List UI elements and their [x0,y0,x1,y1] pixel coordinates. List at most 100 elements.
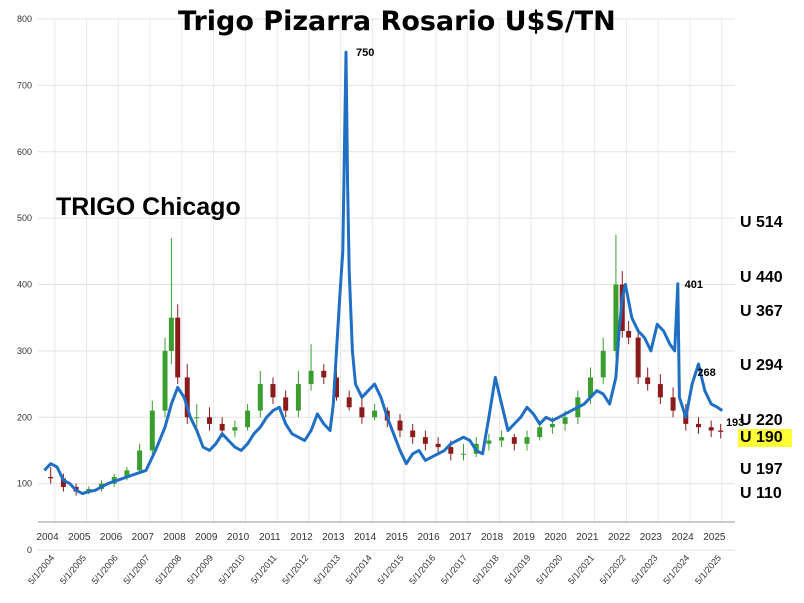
candle-body [162,350,168,411]
date-label: 5/1/2011 [249,553,279,586]
candle-body [410,430,416,438]
chart-title: Trigo Pizarra Rosario U$S/TN [178,6,616,37]
candle-body [708,427,714,431]
candle-body [149,410,155,451]
candle-body [168,317,174,351]
candle-body [124,470,130,477]
candle-body [372,410,378,418]
date-label: 5/1/2021 [566,553,596,586]
date-label: 5/1/2007 [121,553,151,586]
year-label: 2006 [100,532,123,543]
candle-body [448,447,454,454]
candle-body [670,397,676,411]
date-label: 5/1/2006 [90,553,120,586]
candle-body [308,370,314,385]
candle-body [435,443,441,448]
right-price-label: U 294 [740,357,783,374]
date-label: 5/1/2013 [312,553,342,586]
candle-body [695,423,701,428]
year-label: 2008 [163,532,186,543]
year-label: 2016 [417,532,440,543]
candle-body [486,440,492,444]
date-label: 5/1/2005 [58,553,88,586]
candle-body [657,384,663,398]
date-label: 5/1/2009 [185,553,215,586]
date-label: 5/1/2012 [280,553,310,586]
candle-body [333,377,339,398]
date-label: 5/1/2015 [375,553,405,586]
price-highlight [738,429,792,447]
right-price-label: U 190 [740,429,783,446]
chart-subtitle: TRIGO Chicago [56,193,241,221]
candle-body [562,417,568,424]
year-label: 2010 [227,532,250,543]
date-label: 5/1/2008 [153,553,183,586]
data-annotation: 268 [697,367,715,379]
year-label: 2017 [449,532,472,543]
candle-body [321,370,327,378]
candle-body [232,427,238,431]
year-label: 2020 [544,532,567,543]
data-annotation: 401 [685,279,703,291]
candle-body [537,427,543,438]
candle-body [184,377,190,418]
right-price-label: U 197 [740,461,783,478]
year-label: 2011 [259,532,281,543]
right-price-label: U 220 [740,412,783,429]
right-price-label: U 514 [740,214,783,231]
date-label: 5/1/2023 [629,553,659,586]
candle-body [422,437,428,444]
candle-body [613,284,619,351]
year-label: 2024 [671,532,694,543]
candle-body [600,350,606,378]
year-label: 2022 [608,532,631,543]
candle-body [645,377,651,385]
date-label: 5/1/2014 [344,553,374,586]
date-label: 5/1/2010 [217,553,247,586]
candle-body [588,377,594,398]
candle-body [397,420,403,431]
date-label: 5/1/2016 [407,553,437,586]
y-tick-label: 800 [17,14,32,24]
candle-body [137,450,143,471]
series-line [43,50,724,496]
date-label: 5/1/2017 [439,553,469,586]
year-label: 2014 [354,532,377,543]
year-label: 2021 [576,532,599,543]
candle-body [175,317,181,378]
y-tick-label: 600 [17,147,32,157]
right-price-label: U 440 [740,269,783,286]
y-tick-label: 0 [27,545,32,555]
candle-body [295,384,301,411]
candle-body [206,417,212,424]
candle-body [635,337,641,378]
right-price-label: U 110 [740,485,782,502]
year-label: 2023 [640,532,663,543]
candle-body [48,476,54,479]
candle-body [499,437,505,441]
candle-body [346,397,352,408]
candle-body [257,384,263,411]
candle-body [461,453,467,455]
date-label: 5/1/2025 [693,553,723,586]
y-tick-label: 400 [17,280,32,290]
candle-body [626,330,632,338]
date-label: 5/1/2004 [26,553,56,586]
y-tick-label: 200 [17,412,32,422]
candle-body [270,384,276,398]
candle-body [283,397,289,411]
candle-body [549,423,555,428]
year-label: 2012 [290,532,313,543]
year-label: 2004 [36,532,59,543]
year-label: 2015 [386,532,409,543]
right-price-label: U 367 [740,303,783,320]
candle-body [60,478,66,487]
data-annotation: 750 [356,47,374,59]
y-tick-label: 300 [17,346,32,356]
date-label: 5/1/2022 [598,553,628,586]
date-label: 5/1/2024 [661,553,691,586]
year-label: 2005 [68,532,91,543]
year-label: 2013 [322,532,345,543]
